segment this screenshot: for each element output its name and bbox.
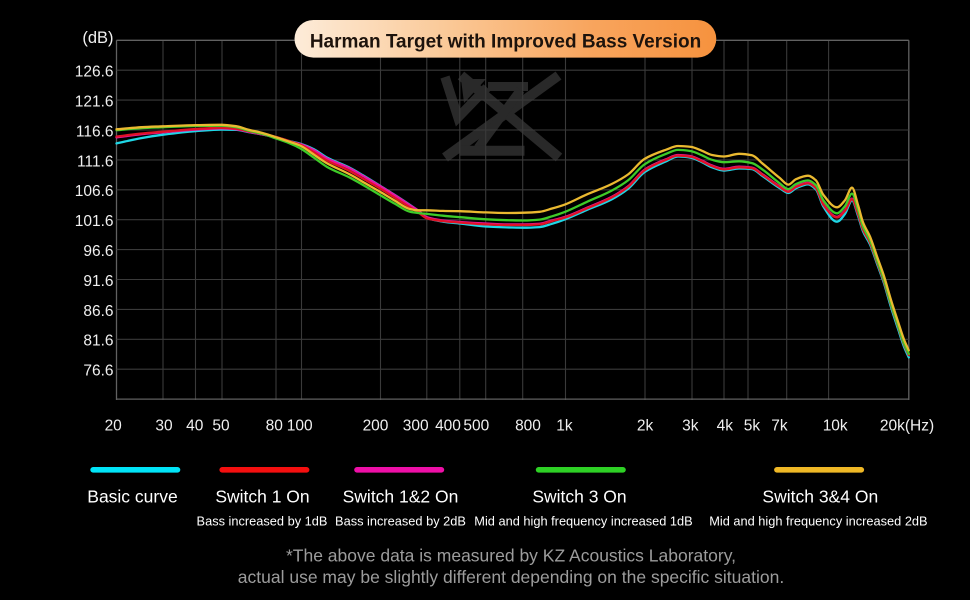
- svg-text:5k: 5k: [744, 418, 761, 435]
- svg-text:800: 800: [515, 418, 541, 435]
- svg-text:81.6: 81.6: [83, 333, 113, 350]
- svg-text:Switch 3 On: Switch 3 On: [532, 487, 626, 507]
- svg-text:Switch 1&2 On: Switch 1&2 On: [343, 487, 459, 507]
- svg-text:10k: 10k: [823, 418, 848, 435]
- svg-text:126.6: 126.6: [75, 64, 114, 81]
- svg-text:3k: 3k: [682, 418, 699, 435]
- svg-text:2k: 2k: [637, 418, 654, 435]
- svg-text:Bass increased by 2dB: Bass increased by 2dB: [335, 514, 466, 529]
- svg-text:106.6: 106.6: [75, 183, 114, 200]
- svg-text:91.6: 91.6: [83, 273, 113, 290]
- svg-text:20k(Hz): 20k(Hz): [880, 418, 934, 435]
- svg-text:Mid and high frequency increas: Mid and high frequency increased 1dB: [474, 514, 692, 529]
- svg-text:Mid and high frequency increas: Mid and high frequency increased 2dB: [709, 514, 927, 529]
- svg-text:Switch 3&4 On: Switch 3&4 On: [762, 487, 878, 507]
- svg-text:111.6: 111.6: [77, 153, 114, 170]
- svg-text:121.6: 121.6: [75, 94, 114, 111]
- svg-text:1k: 1k: [556, 418, 573, 435]
- svg-text:7k: 7k: [771, 418, 788, 435]
- svg-text:(dB): (dB): [82, 29, 113, 47]
- svg-text:4k: 4k: [717, 418, 734, 435]
- svg-text:200: 200: [363, 418, 389, 435]
- svg-text:Harman Target with Improved Ba: Harman Target with Improved Bass Version: [310, 31, 701, 52]
- svg-text:30: 30: [155, 418, 173, 435]
- svg-text:101.6: 101.6: [75, 213, 114, 230]
- svg-text:Basic curve: Basic curve: [87, 487, 177, 507]
- svg-text:116.6: 116.6: [76, 123, 114, 140]
- svg-text:300: 300: [403, 418, 429, 435]
- svg-text:86.6: 86.6: [83, 303, 113, 320]
- svg-text:80: 80: [266, 418, 284, 435]
- svg-text:*The above data is measured by: *The above data is measured by KZ Acoust…: [286, 546, 736, 566]
- svg-text:Bass increased by 1dB: Bass increased by 1dB: [197, 514, 328, 529]
- svg-text:76.6: 76.6: [83, 363, 113, 380]
- svg-text:50: 50: [212, 418, 230, 435]
- svg-text:actual use may be slightly dif: actual use may be slightly different dep…: [238, 567, 784, 587]
- svg-text:400: 400: [435, 418, 461, 435]
- svg-text:Switch 1 On: Switch 1 On: [215, 487, 309, 507]
- svg-text:96.6: 96.6: [83, 243, 113, 260]
- svg-text:40: 40: [186, 418, 204, 435]
- svg-text:500: 500: [463, 418, 489, 435]
- svg-text:20: 20: [105, 418, 123, 435]
- svg-text:100: 100: [287, 418, 313, 435]
